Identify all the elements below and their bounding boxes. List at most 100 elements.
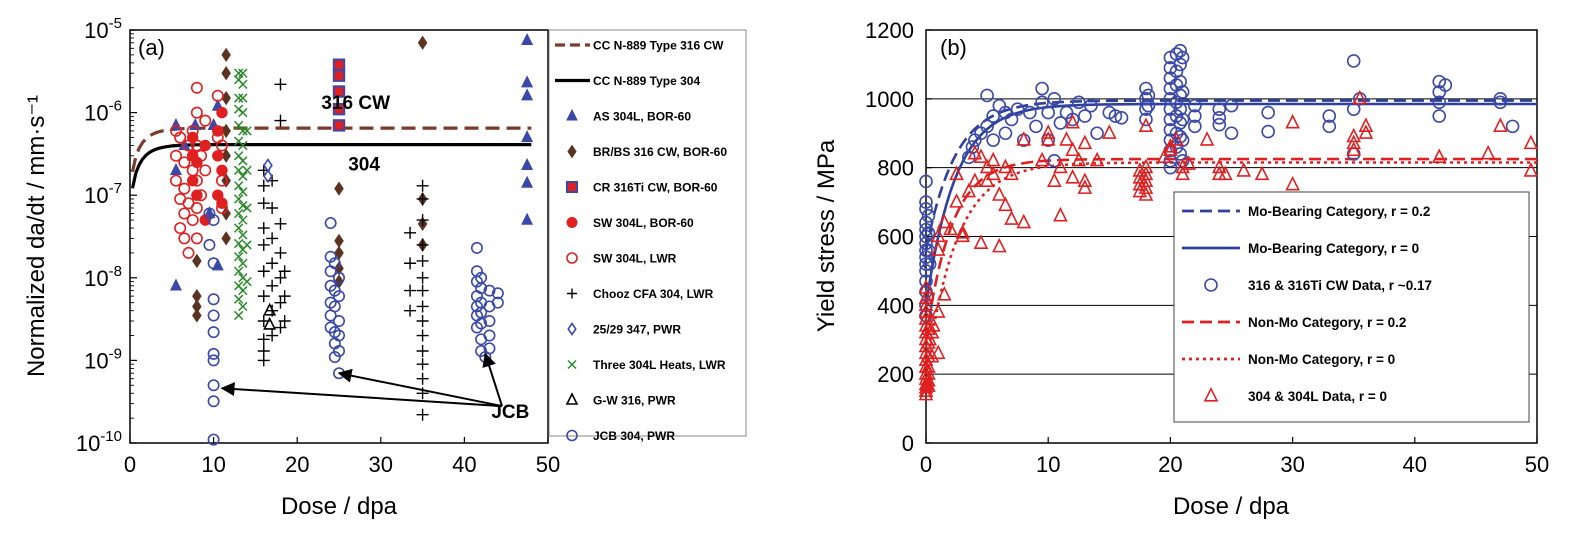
series-as-304l-bor-60 [169,32,534,291]
point-304-304l-data-r-0 [918,385,934,401]
point-304-304l-data-r-0 [1352,89,1368,105]
y-tick-label: 10-7 [84,180,122,208]
point-316-316ti-cw-data-r-0-17 [1010,102,1025,116]
point-304-304l-data-r-0 [979,172,995,188]
point-316-316ti-cw-data-r-0-17 [1175,85,1190,99]
y-tick-label: 1000 [865,87,914,112]
point-304-304l-data-r-0 [1102,124,1117,139]
plot-a-points [169,32,534,446]
point-304-304l-data-r-0 [930,344,946,360]
point-jcb-304-pwr [207,395,220,408]
x-tick-label: 20 [1158,452,1182,477]
point-304-304l-data-r-0 [1523,134,1539,150]
point-304-304l-data-r-0 [1523,162,1539,177]
point-304-304l-data-r-0 [1138,117,1154,132]
plot-b-legend-box [1173,191,1530,423]
legend-b-item: Non-Mo Category, r = 0.2 [1182,315,1406,330]
point-304-304l-data-r-0 [926,316,941,332]
point-g-w-316-pwr [263,302,277,316]
point-chooz-cfa-304-lwr [416,329,429,342]
point-304-304l-data-r-0 [1065,113,1080,129]
point-304-304l-data-r-0 [967,144,983,160]
point-304-304l-data-r-0 [961,182,977,198]
point-chooz-cfa-304-lwr [274,246,287,259]
point-sw-304l-lwr [178,207,191,220]
panel-b: 0 10 20 30 40 50 0 200 400 600 800 1000 1200 (b) Dos… [813,18,1549,520]
point-jcb-304-pwr [207,347,220,360]
point-304-304l-data-r-0 [937,286,952,301]
annotation-jcb: JCB [491,402,529,423]
x-tick-label: 20 [285,452,309,477]
legend-b-label: 304 & 304L Data, r = 0 [1248,389,1387,404]
point-316-316ti-cw-data-r-0-17 [1035,81,1049,96]
point-chooz-cfa-304-lwr [266,279,279,292]
legend-a-marker [567,288,577,299]
point-sw-304l-lwr [186,164,199,177]
point-304-304l-data-r-0 [949,193,964,208]
x-tick-label: 50 [1525,452,1549,477]
point-304-304l-data-r-0 [967,172,983,188]
point-three-304l-heats-lwr [233,266,244,276]
legend-a-label: G-W 316, PWR [593,394,676,408]
point-three-304l-heats-lwr [233,93,244,103]
point-as-304l-bor-60 [189,118,202,131]
y-tick-label: 10-9 [84,345,122,373]
point-304-304l-data-r-0 [924,323,940,339]
point-jcb-304-pwr [324,250,337,263]
point-304-304l-data-r-0 [1431,148,1447,163]
point-as-304l-bor-60 [521,212,534,225]
legend-b-item: 316 & 316Ti CW Data, r ~0.17 [1204,278,1432,293]
point-br-bs-316-cw-bor-60 [417,35,428,50]
legend-a-marker [566,429,578,442]
point-sw-304l-lwr [190,81,203,94]
point-316-316ti-cw-data-r-0-17 [1493,92,1508,106]
point-chooz-cfa-304-lwr [404,257,417,270]
point-chooz-cfa-304-lwr [416,214,429,227]
series-br-bs-316-cw-bor-60 [192,35,428,323]
point-sw-304l-lwr [199,164,212,177]
point-sw-304l-lwr [195,149,208,162]
point-316-316ti-cw-data-r-0-17 [1346,54,1361,68]
point-chooz-cfa-304-lwr [416,408,429,421]
point-chooz-cfa-304-lwr [257,354,270,367]
point-304-304l-data-r-0 [1358,124,1374,139]
point-316-316ti-cw-data-r-0-17 [919,250,933,264]
point-three-304l-heats-lwr [238,200,248,211]
x-tick-label: 40 [1403,452,1427,477]
y-tick-exponent: -8 [109,263,122,280]
point-316-316ti-cw-data-r-0-17 [1212,102,1227,116]
point-316-316ti-cw-data-r-0-17 [919,215,933,230]
point-three-304l-heats-lwr [233,181,244,191]
point-316-316ti-cw-data-r-0-17 [921,209,936,223]
point-sw-304l-lwr [169,174,182,187]
y-tick-label: 10-5 [84,15,122,43]
point-316-316ti-cw-data-r-0-17 [1432,95,1447,110]
point-sw-304l-lwr [169,124,182,137]
line-cc-n-889-type-304 [130,143,532,189]
legend-a-label: CR 316Ti CW, BOR-60 [593,181,718,195]
line-mo-bearing-category-r-0 [924,102,1537,306]
legend-a-item: AS 304L, BOR-60 [566,108,691,124]
legend-a-label: CC N-889 Type 304 [593,74,700,88]
point-three-304l-heats-lwr [238,126,248,136]
y-tick-label: 800 [877,156,914,181]
legend-a-label: 25/29 347, PWR [593,323,681,337]
point-sw-304l-lwr [190,139,203,152]
point-chooz-cfa-304-lwr [266,201,279,214]
point-chooz-cfa-304-lwr [416,358,429,371]
point-304-304l-data-r-0 [1138,179,1154,194]
legend-b-label: Mo-Bearing Category, r = 0 [1248,241,1419,256]
plot-b-ticks: 0 10 20 30 40 50 0 200 400 600 800 1000 1200 [865,18,1549,477]
point-304-304l-data-r-0 [943,220,958,236]
point-304-304l-data-r-0 [1199,131,1215,146]
y-tick-label: 200 [877,362,914,387]
point-304-304l-data-r-0 [937,213,952,229]
point-304-304l-data-r-0 [1358,117,1374,132]
point-chooz-cfa-304-lwr [416,271,429,284]
point-jcb-304-pwr [332,271,345,284]
plot-a-ylabel: Normalized da/dt / mm·s⁻¹ [23,95,50,377]
point-chooz-cfa-304-lwr [257,265,270,278]
y-tick-exponent: -9 [109,345,122,362]
point-chooz-cfa-304-lwr [257,333,270,346]
